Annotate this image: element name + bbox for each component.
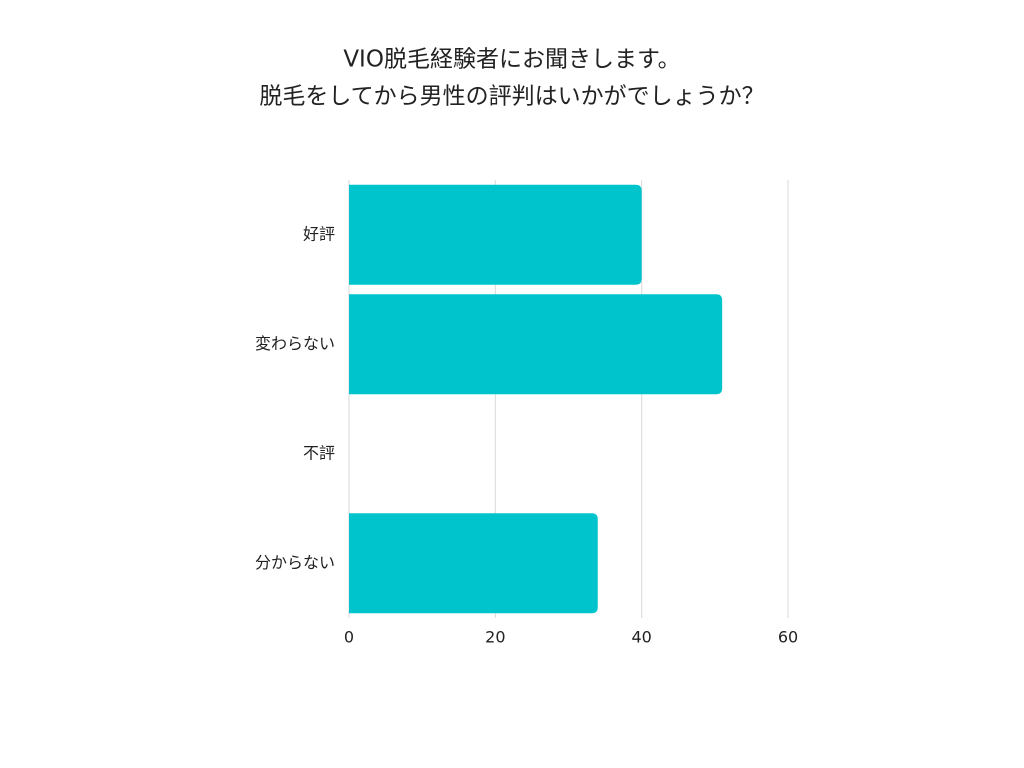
- x-tick-label: 40: [631, 628, 651, 647]
- x-tick-label: 20: [485, 628, 505, 647]
- y-tick-label: 好評: [303, 224, 335, 243]
- y-tick-label: 変わらない: [255, 334, 335, 353]
- x-tick-label: 60: [778, 628, 798, 647]
- chart-title: VIO脱毛経験者にお聞きします。: [343, 47, 680, 73]
- chart-title: 脱毛をしてから男性の評判はいかがでしょうか？: [259, 84, 764, 110]
- y-tick-label: 分からない: [255, 553, 335, 572]
- y-tick-label: 不評: [303, 443, 335, 462]
- bar: [349, 294, 723, 395]
- bar: [349, 184, 642, 285]
- bar: [349, 513, 598, 614]
- x-tick-label: 0: [344, 628, 354, 647]
